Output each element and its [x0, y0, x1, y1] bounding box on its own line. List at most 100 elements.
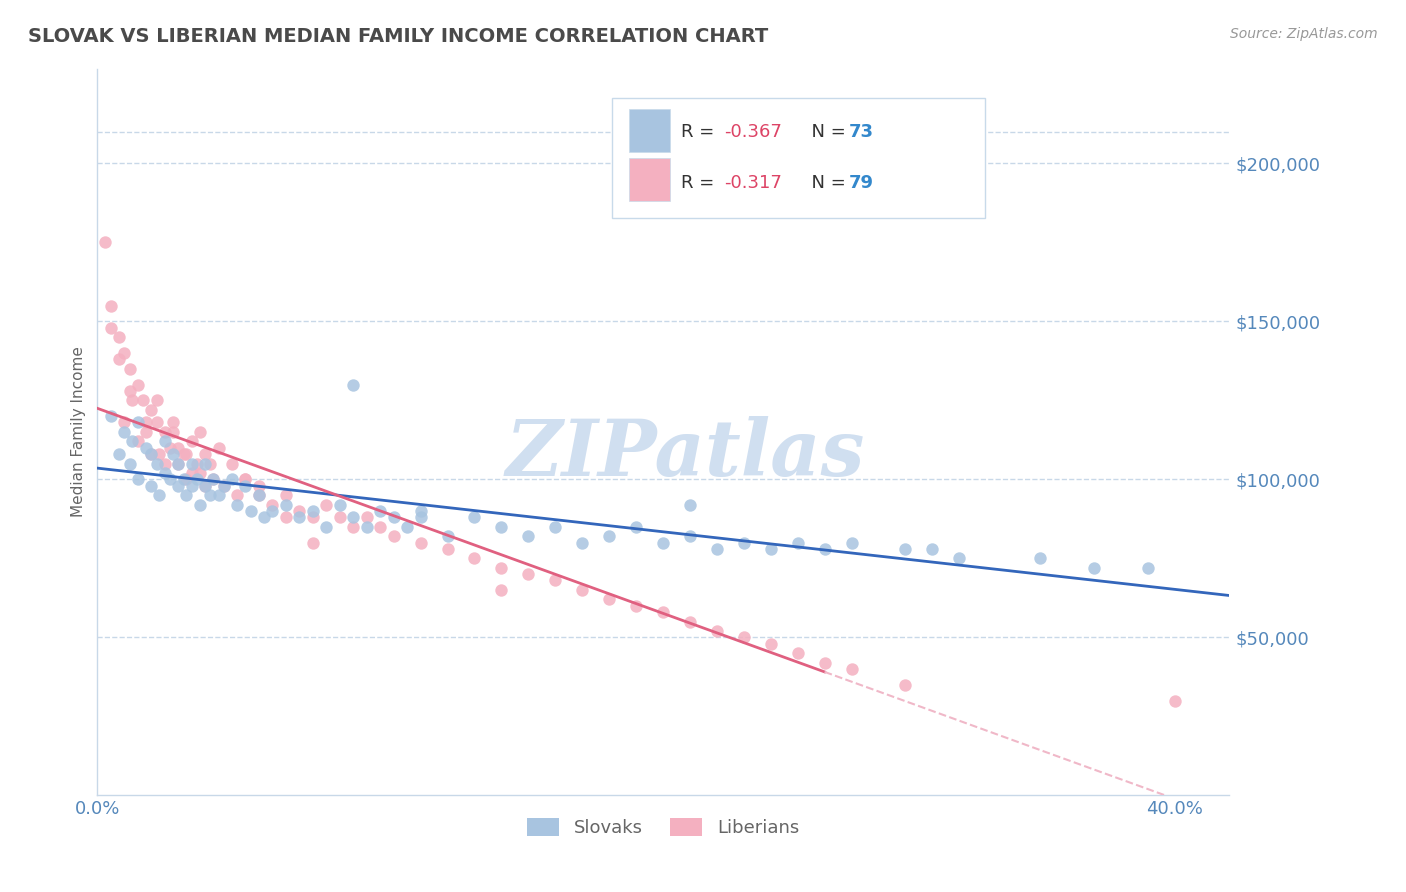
Point — [226, 488, 249, 502]
Point — [148, 447, 170, 461]
Point — [301, 535, 323, 549]
Point — [342, 520, 364, 534]
Point — [382, 510, 405, 524]
Point — [153, 466, 176, 480]
Point — [180, 457, 202, 471]
Point — [759, 541, 782, 556]
Text: R =: R = — [681, 123, 720, 142]
Point — [188, 425, 211, 439]
Point — [118, 361, 141, 376]
Point — [491, 561, 513, 575]
Point — [135, 441, 157, 455]
Point — [759, 637, 782, 651]
Point — [194, 457, 217, 471]
Point — [679, 529, 702, 543]
Point — [141, 447, 163, 461]
Point — [786, 535, 808, 549]
Point — [145, 393, 167, 408]
Text: N =: N = — [800, 174, 852, 192]
Point — [100, 409, 122, 424]
Point — [162, 416, 184, 430]
Point — [202, 472, 225, 486]
Point — [174, 447, 197, 461]
Point — [145, 416, 167, 430]
Point — [121, 434, 143, 449]
Point — [409, 510, 432, 524]
Point — [786, 646, 808, 660]
Point — [409, 535, 432, 549]
Point — [173, 447, 195, 461]
Point — [368, 504, 391, 518]
Point — [301, 510, 323, 524]
Point — [153, 457, 176, 471]
Point — [180, 466, 202, 480]
Text: -0.317: -0.317 — [724, 174, 782, 192]
Point — [1083, 561, 1105, 575]
FancyBboxPatch shape — [628, 109, 669, 153]
Point — [167, 457, 190, 471]
Point — [141, 447, 163, 461]
Point — [463, 510, 485, 524]
Point — [247, 488, 270, 502]
Text: R =: R = — [681, 174, 720, 192]
Point — [221, 472, 243, 486]
Point — [598, 529, 620, 543]
Point — [262, 504, 284, 518]
Point — [342, 377, 364, 392]
Point — [571, 535, 593, 549]
Text: N =: N = — [800, 123, 852, 142]
Point — [212, 478, 235, 492]
Point — [212, 478, 235, 492]
Point — [288, 504, 311, 518]
Point — [127, 434, 149, 449]
Point — [652, 605, 675, 619]
FancyBboxPatch shape — [628, 158, 669, 201]
Point — [100, 320, 122, 334]
Point — [135, 425, 157, 439]
Point — [624, 520, 647, 534]
Text: Source: ZipAtlas.com: Source: ZipAtlas.com — [1230, 27, 1378, 41]
Point — [1136, 561, 1159, 575]
Point — [247, 478, 270, 492]
Point — [921, 541, 943, 556]
Point — [188, 498, 211, 512]
Point — [173, 472, 195, 486]
Point — [679, 498, 702, 512]
Point — [706, 624, 728, 638]
Point — [118, 457, 141, 471]
Point — [135, 416, 157, 430]
Point — [436, 529, 458, 543]
Point — [813, 656, 835, 670]
Point — [141, 402, 163, 417]
Point — [94, 235, 117, 250]
Point — [200, 457, 222, 471]
Point — [733, 535, 755, 549]
Point — [517, 529, 540, 543]
Point — [108, 447, 131, 461]
Point — [118, 384, 141, 398]
Point — [342, 510, 364, 524]
Text: 79: 79 — [848, 174, 873, 192]
Point — [262, 498, 284, 512]
Point — [186, 457, 208, 471]
Point — [162, 425, 184, 439]
Point — [239, 504, 262, 518]
Point — [141, 478, 163, 492]
Point — [112, 416, 135, 430]
Point — [108, 352, 131, 367]
Text: SLOVAK VS LIBERIAN MEDIAN FAMILY INCOME CORRELATION CHART: SLOVAK VS LIBERIAN MEDIAN FAMILY INCOME … — [28, 27, 768, 45]
Text: -0.367: -0.367 — [724, 123, 782, 142]
Point — [733, 631, 755, 645]
Point — [207, 441, 229, 455]
Point — [174, 472, 197, 486]
Point — [624, 599, 647, 613]
Point — [948, 551, 970, 566]
Point — [571, 582, 593, 597]
Point — [368, 520, 391, 534]
Point — [194, 447, 217, 461]
Point — [207, 488, 229, 502]
Point — [329, 510, 352, 524]
Point — [382, 529, 405, 543]
Point — [200, 488, 222, 502]
Point — [544, 574, 567, 588]
